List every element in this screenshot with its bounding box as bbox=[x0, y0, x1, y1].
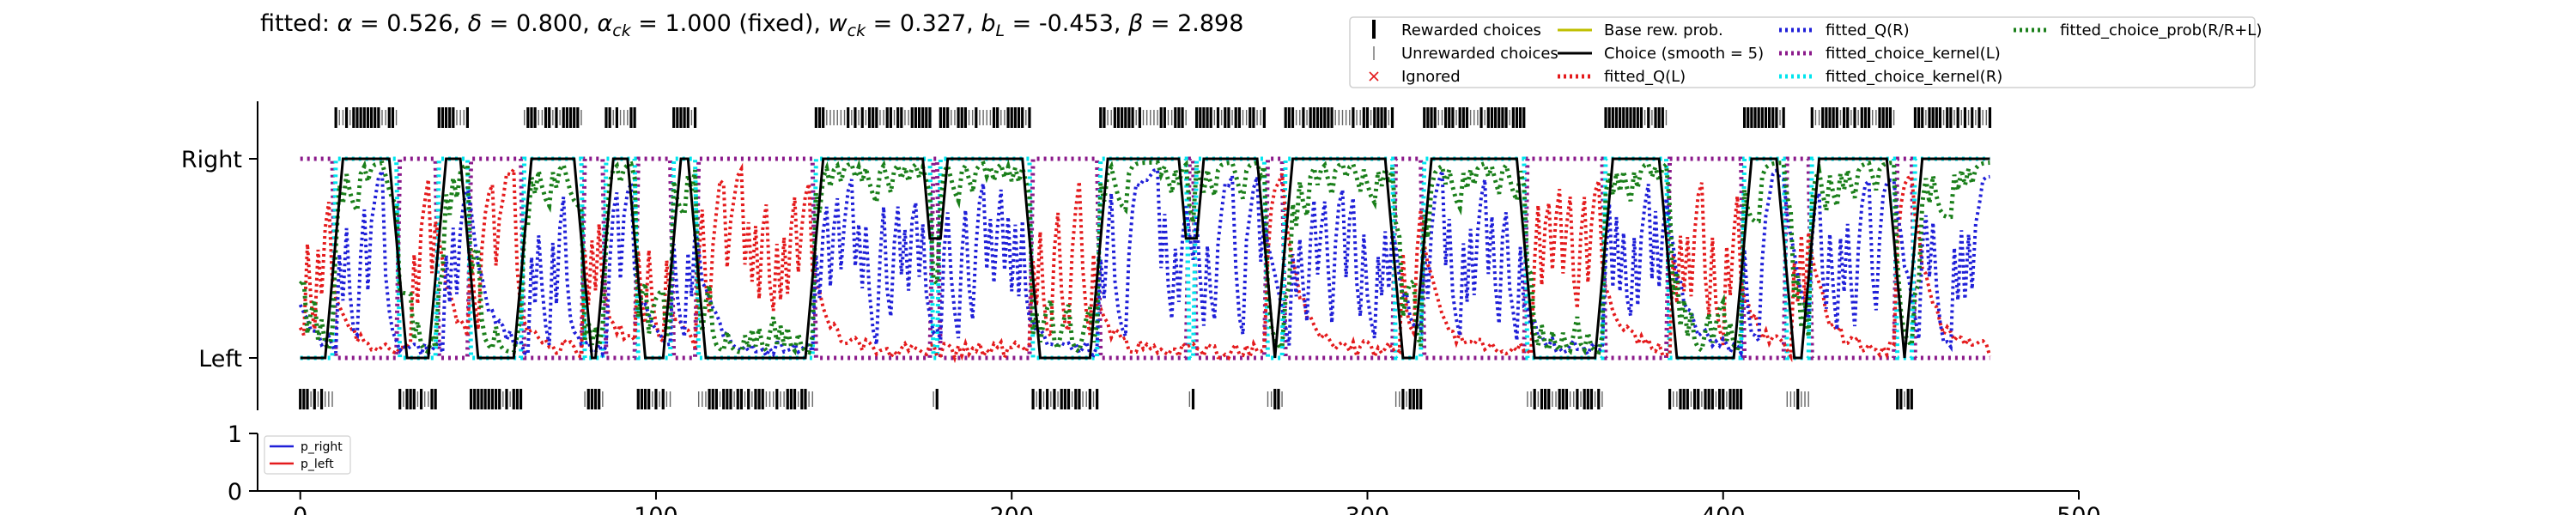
title-subscript-4: L bbox=[995, 21, 1005, 40]
title-subscript-2: ck bbox=[612, 21, 631, 40]
title-symbol-0: α bbox=[337, 10, 353, 37]
series-choice-prob bbox=[298, 159, 1990, 356]
series-choice-smooth bbox=[300, 157, 1990, 360]
legend-entry: fitted_choice_prob(R/R+L) bbox=[2014, 21, 2262, 39]
y-ticks-lower: 10 bbox=[228, 421, 258, 506]
series-q-left bbox=[298, 162, 1992, 365]
x-tick-label: 100 bbox=[634, 503, 678, 515]
y-tick-label-right: Right bbox=[181, 147, 242, 173]
title-value-1: = 0.800, bbox=[482, 10, 597, 37]
legend-ignored-icon bbox=[1369, 71, 1379, 82]
legend-entry: fitted_Q(R) bbox=[1779, 21, 1910, 39]
title-value-2: = 1.000 (fixed), bbox=[631, 10, 829, 37]
title-symbol-4: b bbox=[981, 10, 995, 37]
legend-entry: Rewarded choices bbox=[1372, 20, 1541, 39]
series-choice-kernel-left bbox=[300, 156, 1990, 360]
title-symbol-2: α bbox=[597, 10, 612, 37]
title-symbol-1: δ bbox=[468, 10, 483, 37]
series-layer bbox=[298, 156, 1992, 365]
legend-entry: Ignored bbox=[1369, 68, 1461, 86]
x-tick-label: 0 bbox=[293, 503, 307, 515]
lower-y-tick-label: 1 bbox=[228, 421, 242, 448]
x-ticks: 0 100 200 300 400 500 bbox=[293, 491, 2101, 515]
legend-entry: Choice (smooth = 5) bbox=[1558, 45, 1764, 63]
title-symbol-3: w bbox=[829, 10, 848, 37]
legend-label: fitted_choice_prob(R/R+L) bbox=[2060, 21, 2262, 39]
y-tick-label-left: Left bbox=[198, 346, 242, 373]
legend-label: Ignored bbox=[1401, 68, 1461, 86]
title-value-0: = 0.526, bbox=[352, 10, 467, 37]
legend-entry: fitted_choice_kernel(R) bbox=[1779, 68, 2002, 86]
legend-label: Base rew. prob. bbox=[1604, 21, 1723, 39]
lower-legend-label: p_left bbox=[301, 457, 334, 471]
legend-label: Choice (smooth = 5) bbox=[1604, 45, 1764, 63]
chart-title-prefix: fitted: bbox=[260, 10, 337, 37]
legend-entry: Base rew. prob. bbox=[1558, 21, 1723, 39]
lower-legend: p_right p_left bbox=[264, 435, 351, 475]
legend-entry: fitted_choice_kernel(L) bbox=[1779, 45, 2001, 63]
choice-markers bbox=[299, 107, 1992, 409]
y-ticks-main: Right Left bbox=[181, 147, 258, 373]
x-tick-label: 200 bbox=[989, 503, 1034, 515]
legend: Rewarded choices Unrewarded choices Ignore… bbox=[1349, 16, 2262, 88]
legend-entry: fitted_Q(L) bbox=[1558, 68, 1686, 86]
lower-y-tick-label: 0 bbox=[228, 479, 242, 506]
title-value-3: = 0.327, bbox=[866, 10, 981, 37]
main-axes: Right Left bbox=[181, 101, 258, 410]
x-tick-label: 400 bbox=[1701, 503, 1746, 515]
lower-legend-label: p_right bbox=[301, 440, 343, 454]
legend-label: fitted_Q(R) bbox=[1826, 21, 1910, 39]
title-value-4: = -0.453, bbox=[1005, 10, 1128, 37]
title-symbol-5: β bbox=[1127, 10, 1143, 37]
title-subscript-3: ck bbox=[848, 21, 866, 40]
legend-label: Rewarded choices bbox=[1401, 21, 1541, 39]
legend-label: fitted_choice_kernel(R) bbox=[1826, 68, 2002, 86]
legend-label: fitted_Q(L) bbox=[1604, 68, 1686, 86]
x-tick-label: 300 bbox=[1346, 503, 1390, 515]
legend-frame bbox=[1349, 16, 2256, 88]
title-value-5: = 2.898 bbox=[1143, 10, 1243, 37]
x-tick-label: 500 bbox=[2057, 503, 2101, 515]
legend-entry: Unrewarded choices bbox=[1373, 45, 1558, 63]
legend-label: fitted_choice_kernel(L) bbox=[1826, 45, 2001, 63]
chart-title: fitted: α = 0.526, δ = 0.800, αck = 1.00… bbox=[260, 10, 1243, 40]
legend-label: Unrewarded choices bbox=[1401, 45, 1558, 63]
